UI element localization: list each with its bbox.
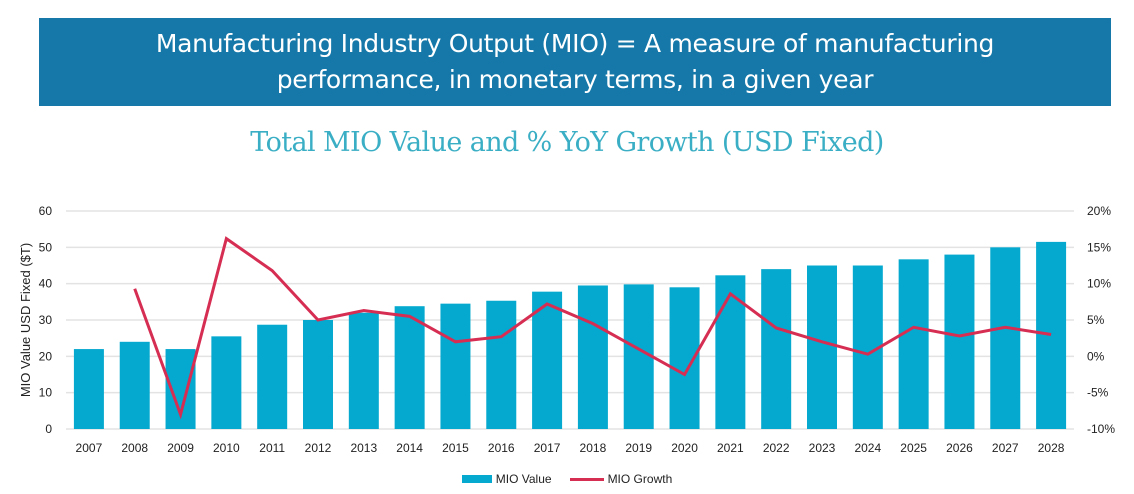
x-tick-label: 2024: [854, 441, 881, 455]
definition-banner: Manufacturing Industry Output (MIO) = A …: [39, 18, 1111, 106]
bar: [577, 285, 608, 429]
bar: [761, 269, 792, 429]
x-tick-label: 2021: [717, 441, 744, 455]
y-tick-label: 0: [45, 422, 52, 436]
banner-line-1: Manufacturing Industry Output (MIO) = A …: [155, 29, 995, 58]
x-axis-ticks: 2007 2008 2009 2010 2011 2012 2013 2014 2015 2016…: [76, 441, 1065, 455]
x-tick-label: 2012: [305, 441, 332, 455]
legend-swatch-line: [569, 477, 604, 481]
line-series-mio-growth: [133, 236, 1052, 420]
x-tick-label: 2017: [534, 441, 561, 455]
x-tick-label: 2011: [259, 441, 285, 455]
chart-title: Total MIO Value and % YoY Growth (USD Fi…: [250, 127, 884, 158]
bar: [532, 291, 563, 429]
bar: [486, 300, 517, 429]
bar: [623, 284, 654, 429]
y2-tick-label: -5%: [1087, 386, 1109, 400]
x-tick-label: 2018: [580, 441, 607, 455]
y2-tick-label: -10%: [1087, 422, 1115, 436]
right-axis-ticks: -10% -5% 0% 5% 10% 15% 20%: [1087, 204, 1115, 436]
left-axis-ticks: 0 10 20 30 40 50 60: [39, 204, 53, 436]
legend-label-mio-growth: MIO Growth: [607, 472, 673, 486]
x-tick-label: 2020: [671, 441, 698, 455]
y-tick-label: 50: [39, 240, 53, 254]
x-tick-label: 2015: [442, 441, 469, 455]
x-tick-label: 2022: [763, 441, 790, 455]
legend-item-mio-growth: MIO Growth: [569, 472, 673, 486]
y-tick-label: 30: [39, 313, 53, 327]
bar: [119, 341, 150, 429]
y2-tick-label: 0%: [1087, 349, 1105, 363]
bar: [944, 254, 975, 429]
legend-label-mio-value: MIO Value: [495, 472, 552, 486]
y-tick-label: 40: [39, 277, 53, 291]
x-tick-label: 2009: [167, 441, 194, 455]
legend-swatch-bar: [461, 475, 492, 483]
bar: [1036, 241, 1067, 429]
x-tick-label: 2025: [900, 441, 927, 455]
y-axis-label: MIO Value USD Fixed ($T): [18, 243, 33, 397]
x-tick-label: 2028: [1038, 441, 1065, 455]
x-tick-label: 2026: [946, 441, 973, 455]
x-tick-label: 2019: [625, 441, 652, 455]
y2-tick-label: 15%: [1087, 240, 1111, 254]
x-tick-label: 2014: [396, 441, 423, 455]
bar: [807, 265, 837, 429]
x-tick-label: 2023: [809, 441, 836, 455]
bar: [348, 312, 379, 429]
x-tick-label: 2007: [76, 441, 103, 455]
y-tick-label: 20: [39, 349, 53, 363]
y-tick-label: 10: [39, 386, 53, 400]
x-tick-label: 2010: [213, 441, 240, 455]
legend-item-mio-value: MIO Value: [461, 472, 552, 486]
y2-tick-label: 5%: [1087, 313, 1105, 327]
bar: [990, 247, 1021, 429]
bar: [394, 306, 425, 429]
bar: [73, 349, 104, 429]
y2-tick-label: 10%: [1087, 277, 1111, 291]
x-tick-label: 2016: [488, 441, 515, 455]
bar: [898, 259, 929, 429]
banner-line-2: performance, in monetary terms, in a giv…: [276, 65, 874, 94]
bar: [440, 303, 471, 429]
bar: [211, 336, 242, 429]
y2-tick-label: 20%: [1087, 204, 1111, 218]
x-tick-label: 2008: [121, 441, 148, 455]
bar: [303, 320, 333, 429]
bar: [257, 324, 288, 429]
bar: [715, 275, 746, 429]
bar-series-mio-value: [73, 241, 1067, 429]
x-tick-label: 2013: [350, 441, 377, 455]
y-tick-label: 60: [39, 204, 53, 218]
x-tick-label: 2027: [992, 441, 1019, 455]
legend: MIO Value MIO Growth: [0, 472, 1134, 486]
